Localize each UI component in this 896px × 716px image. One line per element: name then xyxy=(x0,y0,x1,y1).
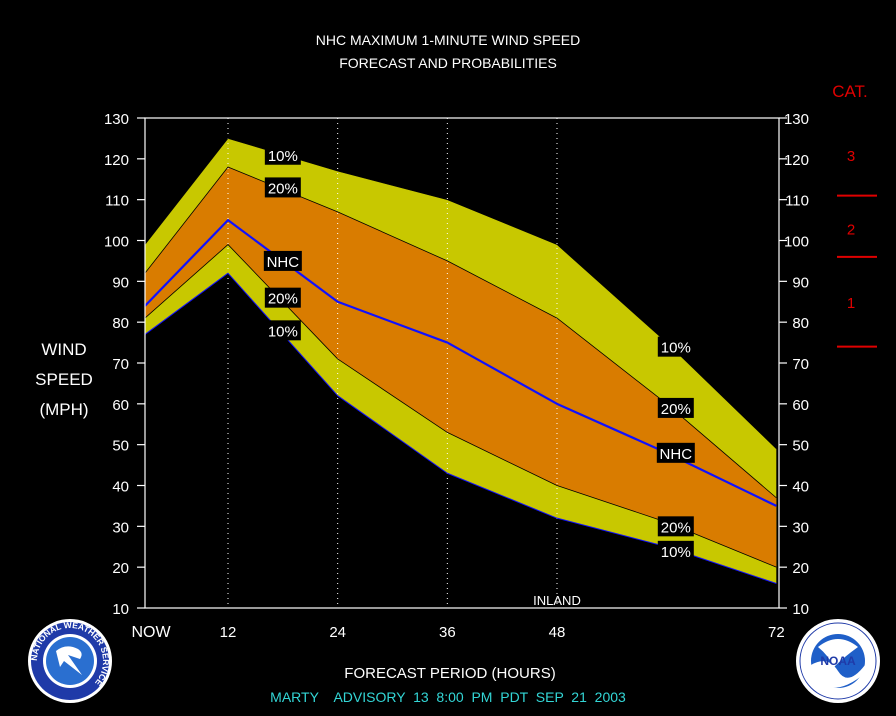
y-tick-label-right-20: 20 xyxy=(792,560,809,577)
y-tick-label-right-120: 120 xyxy=(784,152,809,169)
x-tick-label-now: NOW xyxy=(131,624,171,641)
y-tick-label-right-90: 90 xyxy=(792,274,809,291)
y-tick-label-right-30: 30 xyxy=(792,519,809,536)
y-tick-label-right-80: 80 xyxy=(792,315,809,332)
y-tick-label-left-120: 120 xyxy=(104,152,129,169)
chart-title: NHC MAXIMUM 1-MINUTE WIND SPEED xyxy=(316,32,580,48)
y-tick-label-left-30: 30 xyxy=(112,519,129,536)
band-label-1: 20% xyxy=(268,180,298,197)
band-label-bg-3 xyxy=(264,287,301,308)
y-tick-label-left-50: 50 xyxy=(112,438,129,455)
y-tick-label-left-110: 110 xyxy=(105,193,129,210)
band-label-2: NHC xyxy=(267,254,300,271)
category-label-2: 2 xyxy=(847,221,855,238)
y-tick-label-right-100: 100 xyxy=(784,234,809,251)
noaa-logo: NOAA xyxy=(796,619,880,703)
inland-annotation: INLAND xyxy=(533,593,581,608)
x-tick-label-48: 48 xyxy=(549,624,566,641)
band-label-4: 10% xyxy=(268,323,298,340)
y-tick-label-left-20: 20 xyxy=(112,560,129,577)
y-tick-label-left-80: 80 xyxy=(112,315,129,332)
x-tick-label-12: 12 xyxy=(220,624,237,641)
x-tick-label-72: 72 xyxy=(768,624,785,641)
inner-20pct-band xyxy=(145,167,777,568)
y-tick-label-right-130: 130 xyxy=(784,111,809,128)
category-header: CAT. xyxy=(832,82,868,101)
band-label-bg-1 xyxy=(264,177,301,198)
band-label-8: 20% xyxy=(661,519,691,536)
band-label-bg-4 xyxy=(264,320,301,341)
y-tick-label-right-60: 60 xyxy=(792,397,809,414)
chart-subtitle: FORECAST AND PROBABILITIES xyxy=(339,55,557,71)
x-tick-label-36: 36 xyxy=(439,624,456,641)
y-tick-label-right-50: 50 xyxy=(792,438,809,455)
band-label-bg-2 xyxy=(263,250,302,271)
band-label-bg-6 xyxy=(657,397,694,418)
x-axis-ticks: NOW 12 24 36 48 72 xyxy=(131,624,784,641)
category-scale: CAT. 3 2 1 xyxy=(832,82,877,348)
y-axis-label: WIND SPEED (MPH) xyxy=(35,340,93,419)
y-tick-label-left-40: 40 xyxy=(112,479,129,496)
y-tick-label-left-10: 10 xyxy=(112,601,129,618)
y-tick-label-right-10: 10 xyxy=(792,601,809,618)
band-label-6: 20% xyxy=(661,401,691,418)
category-label-3: 3 xyxy=(847,148,855,165)
y-tick-label-right-70: 70 xyxy=(792,356,809,373)
y-tick-label-left-130: 130 xyxy=(104,111,129,128)
y-axis-label-line-2: (MPH) xyxy=(39,400,88,419)
band-label-bg-5 xyxy=(657,336,694,357)
band-label-bg-7 xyxy=(656,442,695,463)
y-axis-label-line-1: SPEED xyxy=(35,370,93,389)
probability-bands xyxy=(145,138,777,584)
y-tick-label-right-40: 40 xyxy=(792,479,809,496)
vertical-gridlines xyxy=(227,118,558,608)
band-label-3: 20% xyxy=(268,291,298,308)
advisory-footer: MARTY ADVISORY 13 8:00 PM PDT SEP 21 200… xyxy=(270,689,626,705)
y-axis-label-line-0: WIND xyxy=(41,340,86,359)
x-axis-label: FORECAST PERIOD (HOURS) xyxy=(344,665,555,682)
band-label-5: 10% xyxy=(661,340,691,357)
band-label-9: 10% xyxy=(661,544,691,561)
band-label-0: 10% xyxy=(268,148,298,165)
nws-logo: NATIONAL WEATHER SERVICE xyxy=(28,619,112,703)
band-label-7: NHC xyxy=(660,446,693,463)
y-tick-label-left-60: 60 xyxy=(112,397,129,414)
band-labels: 10% 20% NHC 20% 10% 10% 20% NHC 20% 10% INLAND xyxy=(263,144,695,608)
band-label-bg-0 xyxy=(264,144,301,165)
y-tick-label-left-90: 90 xyxy=(112,274,129,291)
x-tick-label-24: 24 xyxy=(329,624,346,641)
category-label-1: 1 xyxy=(847,295,855,312)
noaa-logo-text: NOAA xyxy=(820,654,856,668)
y-tick-label-left-100: 100 xyxy=(104,234,129,251)
y-tick-label-right-110: 110 xyxy=(785,193,809,210)
y-axis-ticks: 10 10 20 20 30 30 40 40 50 50 60 60 70 70 80 80 90 90 100 1… xyxy=(104,111,809,618)
band-label-bg-8 xyxy=(657,516,694,537)
y-tick-label-left-70: 70 xyxy=(112,356,129,373)
band-label-bg-9 xyxy=(657,540,694,561)
